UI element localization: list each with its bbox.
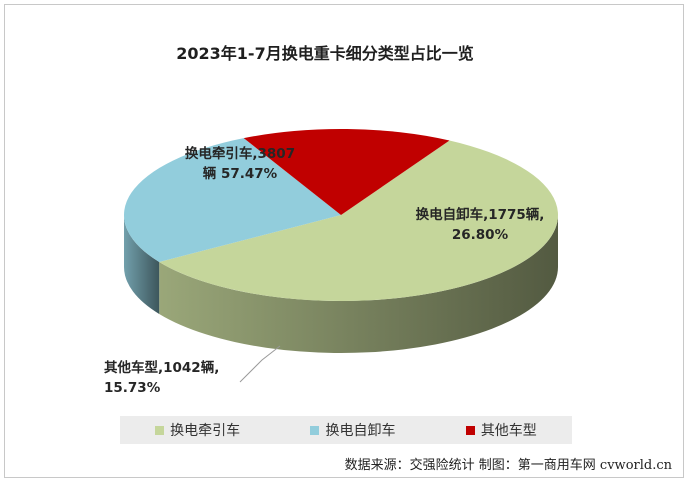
chart-title: 2023年1-7月换电重卡细分类型占比一览 xyxy=(176,44,474,63)
legend-item-other: 其他车型 xyxy=(465,420,537,440)
legend-label-dump: 换电自卸车 xyxy=(325,423,396,439)
legend-item-tractor: 换电牵引车 xyxy=(155,420,240,440)
pie-side-dump xyxy=(124,215,160,314)
legend: 换电牵引车 换电自卸车 其他车型 xyxy=(120,416,572,444)
legend-swatch-other xyxy=(465,425,475,435)
legend-item-dump: 换电自卸车 xyxy=(310,420,395,440)
data-label-tractor-1: 换电牵引车,3807 xyxy=(185,145,295,162)
data-label-tractor-2: 辆 57.47% xyxy=(203,165,278,182)
legend-swatch-dump xyxy=(310,425,320,435)
pie-slice-tractor xyxy=(159,140,558,302)
data-label-other-1: 其他车型,1042辆, xyxy=(104,359,219,376)
leader-line-other xyxy=(239,345,281,383)
pie-side-tractor xyxy=(159,215,558,353)
source-note: 数据来源：交强险统计 制图：第一商用车网 cvworld.cn xyxy=(344,458,672,473)
legend-swatch-tractor xyxy=(155,425,165,435)
data-label-other-2: 15.73% xyxy=(104,380,161,396)
pie-slice-other xyxy=(243,129,450,215)
legend-label-other: 其他车型 xyxy=(480,423,537,439)
data-label-dump-2: 26.80% xyxy=(452,227,509,243)
pie-slice-dump xyxy=(123,138,341,262)
legend-label-tractor: 换电牵引车 xyxy=(170,423,241,439)
data-label-dump-1: 换电自卸车,1775辆, xyxy=(416,206,545,223)
